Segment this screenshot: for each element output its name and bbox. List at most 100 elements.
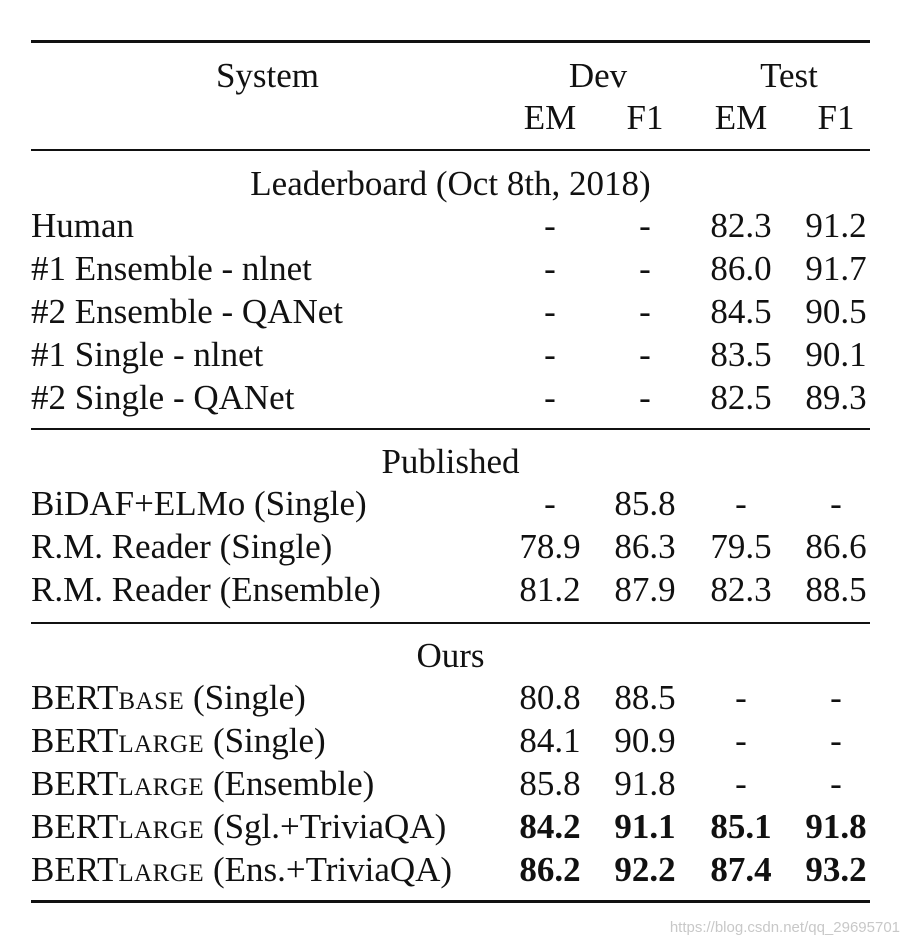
row-system-name: BERTBASE (Single)	[31, 680, 306, 715]
test-f1-value: 93.2	[805, 850, 867, 889]
bottom-rule	[31, 900, 870, 903]
section-title: Published	[381, 442, 520, 481]
dev-f1-value: 86.3	[614, 527, 676, 566]
dev-f1-value: 92.2	[614, 850, 676, 889]
header-rule	[31, 149, 870, 151]
test-f1-value: 89.3	[805, 378, 867, 417]
test-em-value: 83.5	[710, 335, 772, 374]
header-test: Test	[760, 56, 818, 95]
system-name-text: #2 Ensemble - QANet	[31, 292, 344, 331]
row-system-name: R.M. Reader (Single)	[31, 529, 332, 564]
header-test-f1: F1	[817, 98, 855, 137]
test-f1-value: 88.5	[805, 570, 867, 609]
system-variant-text: (Ens.+TriviaQA)	[204, 850, 453, 889]
dev-em-value: -	[544, 292, 556, 331]
row-system-name: #1 Single - nlnet	[31, 337, 263, 372]
system-name-text: BiDAF+ELMo (Single)	[31, 484, 367, 523]
watermark: https://blog.csdn.net/qq_29695701	[669, 919, 900, 936]
row-system-name: #1 Ensemble - nlnet	[31, 251, 312, 286]
test-f1-value: 91.8	[805, 807, 867, 846]
test-em-value: 85.1	[710, 807, 772, 846]
model-size-subscript: LARGE	[118, 860, 205, 887]
header-system: System	[215, 56, 320, 95]
header-test-em: EM	[714, 98, 768, 137]
section-rule-ours	[31, 622, 870, 624]
model-size-subscript: LARGE	[118, 731, 205, 758]
row-system-name: R.M. Reader (Ensemble)	[31, 572, 381, 607]
section-title: Leaderboard (Oct 8th, 2018)	[250, 164, 651, 203]
test-f1-value: 90.5	[805, 292, 867, 331]
system-variant-text: (Single)	[184, 678, 306, 717]
dev-f1-value: -	[639, 206, 651, 245]
test-em-value: 79.5	[710, 527, 772, 566]
system-name-text: BERT	[31, 764, 119, 803]
system-name-text: BERT	[31, 807, 119, 846]
test-em-value: 82.3	[710, 206, 772, 245]
test-em-value: -	[735, 721, 747, 760]
test-em-value: 82.3	[710, 570, 772, 609]
system-variant-text: (Single)	[204, 721, 326, 760]
row-system-name: BERTLARGE (Sgl.+TriviaQA)	[31, 809, 446, 844]
dev-f1-value: 87.9	[614, 570, 676, 609]
test-f1-value: 91.2	[805, 206, 867, 245]
system-name-text: BERT	[31, 850, 119, 889]
dev-em-value: 80.8	[519, 678, 581, 717]
dev-em-value: 86.2	[519, 850, 581, 889]
row-system-name: BERTLARGE (Ensemble)	[31, 766, 374, 801]
test-f1-value: -	[830, 764, 842, 803]
dev-f1-value: 91.8	[614, 764, 676, 803]
system-name-text: R.M. Reader (Ensemble)	[31, 570, 381, 609]
dev-em-value: -	[544, 206, 556, 245]
dev-f1-value: 90.9	[614, 721, 676, 760]
system-name-text: #2 Single - QANet	[31, 378, 295, 417]
dev-em-value: 81.2	[519, 570, 581, 609]
test-f1-value: -	[830, 678, 842, 717]
model-size-subscript: LARGE	[118, 817, 205, 844]
row-system-name: Human	[31, 208, 134, 243]
dev-f1-value: -	[639, 378, 651, 417]
dev-f1-value: 91.1	[614, 807, 676, 846]
test-f1-value: -	[830, 721, 842, 760]
system-variant-text: (Ensemble)	[204, 764, 375, 803]
row-system-name: BERTLARGE (Single)	[31, 723, 326, 758]
dev-f1-value: -	[639, 335, 651, 374]
test-em-value: -	[735, 678, 747, 717]
dev-em-value: 78.9	[519, 527, 581, 566]
header-dev-em: EM	[523, 98, 577, 137]
model-size-subscript: LARGE	[118, 774, 205, 801]
test-em-value: 86.0	[710, 249, 772, 288]
system-name-text: BERT	[31, 678, 119, 717]
test-em-value: 84.5	[710, 292, 772, 331]
row-system-name: #2 Ensemble - QANet	[31, 294, 343, 329]
test-em-value: -	[735, 484, 747, 523]
section-rule-published	[31, 428, 870, 430]
test-f1-value: 86.6	[805, 527, 867, 566]
dev-em-value: -	[544, 378, 556, 417]
dev-f1-value: 88.5	[614, 678, 676, 717]
dev-em-value: -	[544, 335, 556, 374]
system-name-text: Human	[31, 206, 135, 245]
row-system-name: BERTLARGE (Ens.+TriviaQA)	[31, 852, 452, 887]
dev-f1-value: -	[639, 292, 651, 331]
system-name-text: #1 Ensemble - nlnet	[31, 249, 312, 288]
top-rule	[31, 40, 870, 43]
header-dev-f1: F1	[626, 98, 664, 137]
section-title: Ours	[416, 636, 485, 675]
system-name-text: BERT	[31, 721, 119, 760]
test-f1-value: 90.1	[805, 335, 867, 374]
dev-em-value: -	[544, 249, 556, 288]
header-dev: Dev	[568, 56, 628, 95]
test-em-value: 87.4	[710, 850, 772, 889]
test-f1-value: 91.7	[805, 249, 867, 288]
dev-em-value: 84.1	[519, 721, 581, 760]
dev-em-value: 85.8	[519, 764, 581, 803]
test-em-value: 82.5	[710, 378, 772, 417]
test-em-value: -	[735, 764, 747, 803]
dev-em-value: -	[544, 484, 556, 523]
system-name-text: R.M. Reader (Single)	[31, 527, 333, 566]
dev-f1-value: -	[639, 249, 651, 288]
system-variant-text: (Sgl.+TriviaQA)	[204, 807, 447, 846]
dev-f1-value: 85.8	[614, 484, 676, 523]
model-size-subscript: BASE	[118, 688, 185, 715]
dev-em-value: 84.2	[519, 807, 581, 846]
